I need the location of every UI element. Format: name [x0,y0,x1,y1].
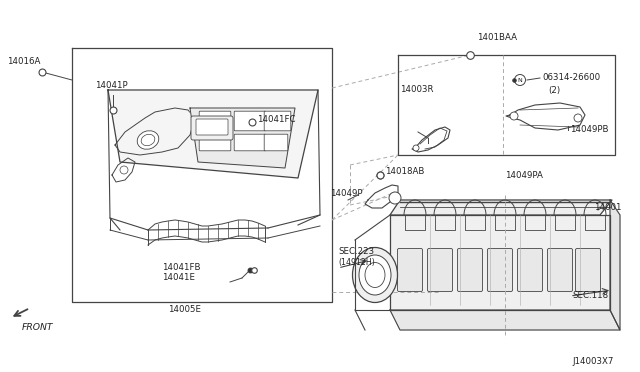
Text: 14003R: 14003R [400,86,433,94]
FancyBboxPatch shape [199,111,231,131]
Text: (14912H): (14912H) [338,259,375,267]
Text: 14018AB: 14018AB [385,167,424,176]
Circle shape [510,112,518,120]
Text: N: N [518,77,522,83]
Text: 14016A: 14016A [7,58,40,67]
Text: 14049PB: 14049PB [570,125,609,135]
Text: 14049P: 14049P [330,189,362,198]
Circle shape [389,192,401,204]
Text: 14041P: 14041P [95,80,127,90]
Ellipse shape [137,131,159,149]
FancyBboxPatch shape [234,134,266,151]
Text: SEC.223: SEC.223 [338,247,374,257]
FancyBboxPatch shape [458,248,483,292]
Circle shape [413,145,419,151]
Text: FRONT: FRONT [22,324,54,333]
FancyBboxPatch shape [428,248,452,292]
Polygon shape [390,310,620,330]
FancyBboxPatch shape [264,134,288,151]
Polygon shape [190,108,295,168]
Circle shape [574,114,582,122]
FancyBboxPatch shape [264,111,291,131]
Text: 14041E: 14041E [162,273,195,282]
FancyBboxPatch shape [547,248,573,292]
Polygon shape [108,90,318,178]
Ellipse shape [141,134,155,146]
Text: 14041FC: 14041FC [257,115,296,125]
Text: J14003X7: J14003X7 [572,357,613,366]
Ellipse shape [365,263,385,288]
Circle shape [120,166,128,174]
Ellipse shape [353,247,397,302]
Text: 14049PA: 14049PA [505,170,543,180]
FancyBboxPatch shape [191,116,233,140]
Polygon shape [390,200,612,215]
Text: 14001: 14001 [594,202,621,212]
Circle shape [515,74,525,86]
Text: 14041FB: 14041FB [162,263,200,272]
Text: 14005E: 14005E [168,305,202,314]
FancyBboxPatch shape [397,248,422,292]
Text: SEC.118: SEC.118 [572,291,608,299]
Text: (2): (2) [548,86,560,94]
FancyBboxPatch shape [518,248,543,292]
Text: 06314-26600: 06314-26600 [542,74,600,83]
FancyBboxPatch shape [488,248,513,292]
Ellipse shape [359,255,391,295]
Polygon shape [390,215,610,310]
Polygon shape [610,200,620,330]
FancyBboxPatch shape [234,111,266,131]
FancyBboxPatch shape [196,119,228,135]
Text: 1401BAA: 1401BAA [477,33,517,42]
FancyBboxPatch shape [199,134,231,151]
FancyBboxPatch shape [575,248,600,292]
